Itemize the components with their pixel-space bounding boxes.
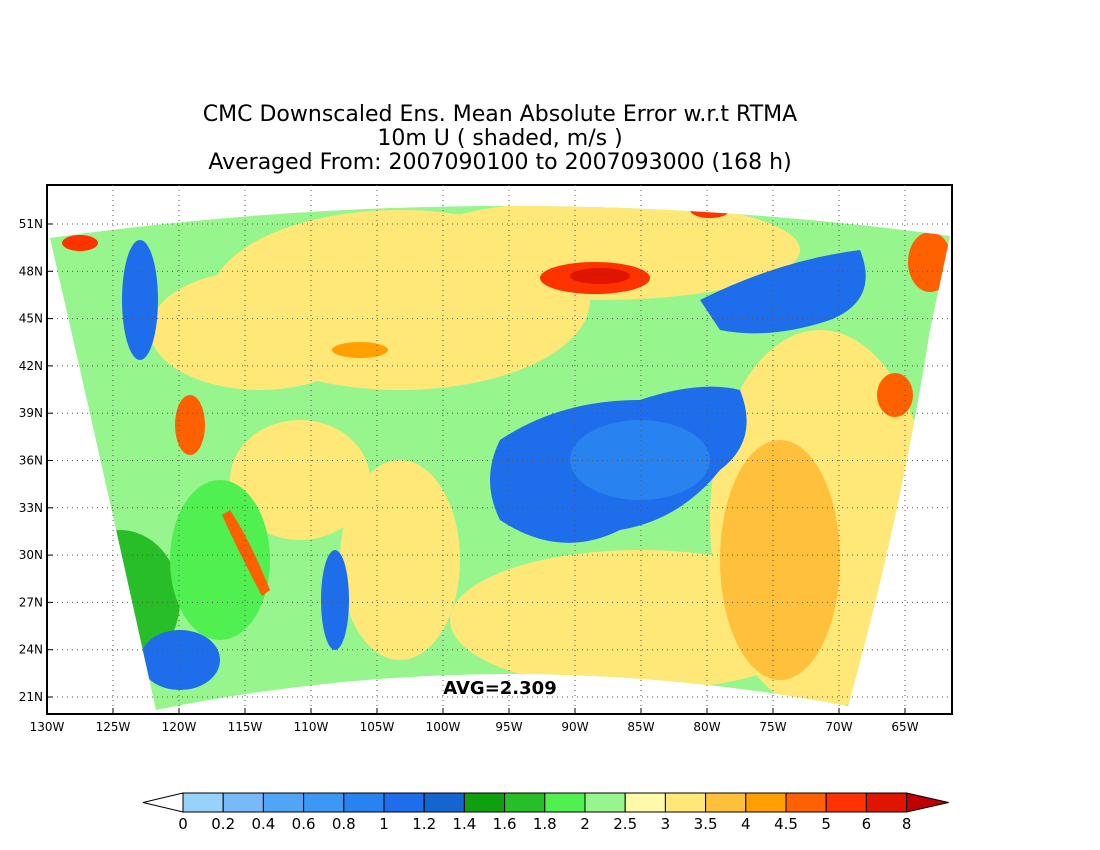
northwest-region	[150, 270, 370, 390]
lat-tick-label: 48N	[19, 264, 43, 278]
lat-tick-label: 24N	[19, 643, 43, 657]
title-line-1: CMC Downscaled Ens. Mean Absolute Error …	[202, 102, 798, 127]
lat-tick-label: 33N	[19, 501, 43, 515]
colorbar-label: 0	[178, 815, 188, 833]
lake-superior-core	[570, 268, 630, 284]
colorbar-label: 1.4	[452, 815, 476, 833]
gulf-of-california-high-error	[222, 510, 270, 596]
lon-tick-label: 65W	[891, 720, 918, 734]
graticule	[47, 185, 952, 714]
lat-tick-label: 51N	[19, 217, 43, 231]
atlantic-high-error	[720, 440, 840, 680]
lon-tick-label: 120W	[162, 720, 197, 734]
colorbar-label: 1	[379, 815, 389, 833]
colorbar-label: 2	[580, 815, 590, 833]
colorbar-segment	[624, 792, 666, 813]
lat-tick-label: 30N	[19, 548, 43, 562]
colorbar-segment	[865, 792, 908, 813]
lon-tick-label: 85W	[627, 720, 654, 734]
lon-tick-label: 125W	[96, 720, 131, 734]
colorbar-label: 2.5	[613, 815, 637, 833]
colorbar: 0 0.2 0.4 0.6 0.8 1 1.2 1.4 1.6 1.8 2 2.5 3 3.5 4 4.5 5 6…	[142, 792, 949, 833]
pacific-low-error	[140, 630, 220, 690]
colorbar-label: 1.6	[493, 815, 517, 833]
colorbar-label: 1.2	[412, 815, 436, 833]
lon-tick-label: 130W	[30, 720, 65, 734]
map-frame	[46, 184, 953, 715]
sierra-madre-low-error	[321, 550, 349, 650]
southeast-core	[570, 420, 710, 500]
lon-tick-label: 115W	[228, 720, 263, 734]
lon-tick-label: 80W	[693, 720, 720, 734]
colorbar-segment	[705, 792, 747, 813]
colorbar-label: 8	[902, 815, 912, 833]
colorbar-label: 3	[661, 815, 671, 833]
lon-tick-label: 70W	[825, 720, 852, 734]
colorbar-segment	[463, 792, 506, 813]
colorbar-under-arrow	[142, 792, 184, 813]
texas-region	[340, 460, 460, 660]
colorbar-segment	[423, 792, 465, 813]
colorbar-segment	[303, 792, 345, 813]
california-high-error	[175, 395, 205, 455]
lon-tick-label: 100W	[426, 720, 461, 734]
colorbar-label: 5	[821, 815, 831, 833]
great-lakes-low-error	[700, 250, 866, 334]
lon-tick-label: 95W	[495, 720, 522, 734]
nova-scotia-high-error	[908, 232, 950, 292]
lon-tick-label: 90W	[561, 720, 588, 734]
colorbar-label: 0.6	[292, 815, 316, 833]
title-line-3: Averaged From: 2007090100 to 2007093000 …	[208, 150, 792, 175]
lat-tick-label: 39N	[19, 406, 43, 420]
latitude-labels: 51N 48N 45N 42N 39N 36N 33N 30N 27N 24N 21N	[19, 217, 53, 704]
colorbar-label: 3.5	[694, 815, 718, 833]
cascade-low-error	[122, 240, 158, 360]
title-line-2: 10m U ( shaded, m/s )	[377, 126, 623, 151]
error-field	[50, 205, 950, 710]
colorbar-label: 1.8	[533, 815, 557, 833]
lat-tick-label: 21N	[19, 690, 43, 704]
lon-tick-label: 105W	[360, 720, 395, 734]
lon-tick-label: 110W	[294, 720, 329, 734]
colorbar-segment	[182, 792, 224, 813]
colorbar-segment	[825, 792, 867, 813]
lat-tick-label: 36N	[19, 454, 43, 468]
colorbar-segment	[343, 792, 385, 813]
lon-tick-label: 75W	[759, 720, 786, 734]
colorbar-segment	[785, 792, 827, 813]
colorbar-segment	[544, 792, 586, 813]
colorbar-label: 4.5	[774, 815, 798, 833]
colorbar-segment	[383, 792, 425, 813]
colorbar-segment	[262, 792, 305, 813]
colorbar-over-arrow	[906, 792, 949, 813]
colorbar-segment	[504, 792, 546, 813]
longitude-labels: 130W 125W 120W 115W 110W 105W 100W 95W 90W 85W 80W…	[30, 708, 919, 734]
vancouver-high-error	[62, 235, 98, 251]
lat-tick-label: 27N	[19, 595, 43, 609]
colorbar-label: 0.4	[251, 815, 275, 833]
lat-tick-label: 45N	[19, 312, 43, 326]
plains-high-error	[332, 342, 388, 358]
colorbar-label: 0.2	[211, 815, 235, 833]
colorbar-segment	[745, 792, 787, 813]
southwest-region	[230, 420, 370, 540]
average-label: AVG=2.309	[443, 678, 556, 699]
colorbar-label: 6	[862, 815, 872, 833]
atlantic-offshore-high-error	[877, 373, 913, 417]
colorbar-segment	[222, 792, 264, 813]
colorbar-label: 4	[741, 815, 751, 833]
lat-tick-label: 42N	[19, 359, 43, 373]
northern-canada-region	[400, 205, 800, 300]
hudson-bay-high-error	[690, 205, 730, 218]
colorbar-label: 0.8	[332, 815, 356, 833]
colorbar-segment	[584, 792, 626, 813]
colorbar-segment	[664, 792, 707, 813]
